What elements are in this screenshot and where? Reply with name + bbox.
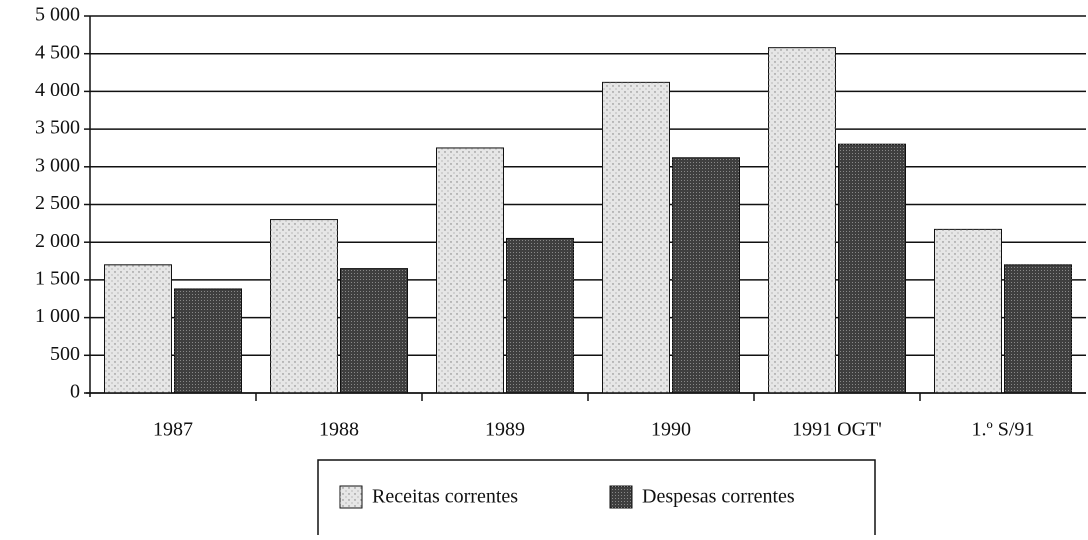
x-tick-label: 1.º S/91 — [972, 419, 1035, 441]
x-tick-label: 1988 — [319, 419, 359, 441]
y-tick-label: 0 — [70, 381, 80, 403]
x-tick-label: 1989 — [485, 419, 525, 441]
y-tick-label: 1 000 — [35, 305, 80, 327]
legend-label: Receitas correntes — [372, 486, 518, 508]
bar — [506, 237, 574, 394]
bar — [672, 157, 740, 394]
x-tick-label: 1987 — [153, 419, 193, 441]
y-tick-label: 3 500 — [35, 117, 80, 139]
bar — [270, 219, 338, 394]
y-tick-label: 2 000 — [35, 230, 80, 252]
bar — [104, 264, 172, 394]
x-tick-label: 1990 — [651, 419, 691, 441]
legend-swatch-texture — [610, 486, 632, 508]
bar — [838, 143, 906, 394]
bar — [174, 288, 242, 394]
legend-swatch-texture — [340, 486, 362, 508]
bar — [602, 81, 670, 394]
bar — [340, 268, 408, 394]
legend-label: Despesas correntes — [642, 486, 795, 508]
y-tick-label: 4 000 — [35, 79, 80, 101]
y-tick-label: 500 — [50, 343, 80, 365]
y-tick-label: 4 500 — [35, 41, 80, 63]
bar — [436, 147, 504, 394]
legend-box — [317, 459, 876, 540]
y-tick-label: 5 000 — [35, 4, 80, 26]
y-tick-label: 3 000 — [35, 154, 80, 176]
y-tick-label: 1 500 — [35, 267, 80, 289]
bar — [768, 47, 836, 394]
bar — [1004, 264, 1072, 394]
x-tick-label: 1991 OGT' — [792, 419, 882, 441]
bar — [934, 228, 1002, 394]
y-tick-label: 2 500 — [35, 192, 80, 214]
